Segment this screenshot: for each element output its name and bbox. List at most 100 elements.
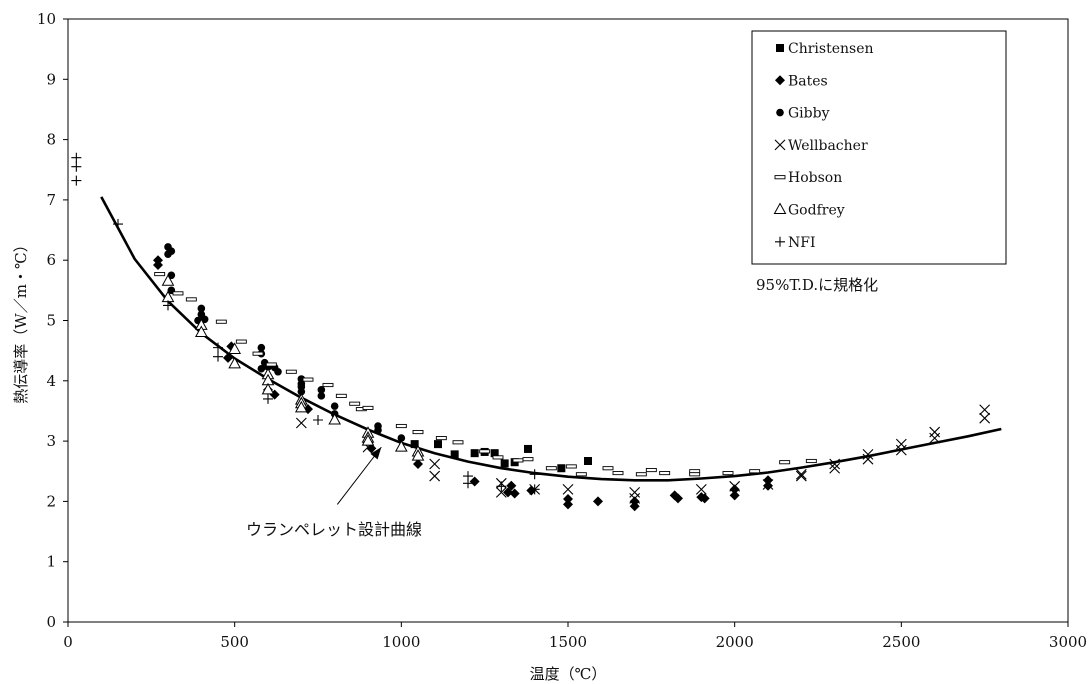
data-point-nfi: [213, 342, 223, 353]
data-point-hobson: [185, 297, 197, 302]
data-point-nfi: [313, 414, 323, 425]
data-point-bates: [563, 499, 573, 510]
y-tick-label: 7: [46, 191, 56, 209]
annotation-arrow-head: [370, 447, 382, 460]
data-point-hobson: [452, 440, 464, 445]
data-point-wellbacher: [929, 426, 941, 438]
data-point-gibby: [197, 304, 206, 313]
note-text: 95%T.D.に規格化: [756, 276, 878, 294]
x-tick-label: 0: [63, 633, 73, 651]
data-point-godfrey: [228, 356, 242, 369]
data-point-wellbacher: [495, 486, 507, 498]
data-point-christensen: [470, 449, 479, 458]
legend-label-godfrey: Godfrey: [788, 203, 845, 219]
data-point-godfrey: [261, 382, 275, 395]
data-point-wellbacher: [295, 417, 307, 429]
data-point-hobson: [435, 436, 447, 441]
data-point-hobson: [322, 382, 334, 388]
y-tick-label: 9: [46, 70, 56, 88]
data-point-bates: [699, 493, 710, 504]
data-point-hobson: [349, 401, 361, 406]
data-point-gibby: [297, 387, 306, 396]
data-point-hobson: [512, 458, 524, 463]
data-point-bates: [563, 493, 573, 504]
data-point-wellbacher: [979, 404, 991, 416]
data-point-hobson: [335, 393, 347, 398]
y-tick-label: 5: [46, 312, 56, 330]
data-point-hobson: [602, 466, 614, 471]
data-point-hobson: [215, 319, 227, 324]
y-tick-label: 10: [37, 10, 56, 28]
data-point-hobson: [235, 339, 247, 344]
data-point-nfi: [496, 481, 507, 492]
legend-marker-christensen: [776, 44, 784, 52]
data-point-wellbacher: [829, 462, 841, 474]
legend-label-bates: Bates: [788, 73, 828, 89]
data-point-christensen: [557, 464, 566, 473]
data-point-hobson: [172, 291, 184, 296]
data-point-hobson: [575, 472, 587, 477]
data-point-hobson: [779, 460, 791, 465]
data-point-godfrey: [411, 449, 425, 461]
points-layer: [71, 152, 991, 512]
y-tick-label: 8: [46, 131, 56, 149]
data-point-godfrey: [394, 440, 408, 452]
data-point-bates: [763, 475, 773, 486]
y-tick-label: 2: [46, 492, 56, 510]
data-point-hobson: [645, 467, 657, 473]
data-point-wellbacher: [862, 448, 874, 460]
data-point-hobson: [565, 464, 577, 469]
y-axis-title: 熱伝導率（W／m・℃）: [12, 237, 30, 403]
data-point-nfi: [463, 478, 473, 489]
data-point-nfi: [163, 300, 173, 311]
x-tick-label: 2500: [882, 633, 920, 651]
data-point-nfi: [113, 219, 123, 230]
data-point-hobson: [659, 471, 671, 476]
data-point-christensen: [584, 456, 592, 465]
legend-marker-wellbacher: [774, 139, 786, 151]
data-point-godfrey: [294, 400, 308, 413]
data-point-bates: [506, 480, 517, 491]
data-point-nfi: [71, 161, 82, 172]
data-point-christensen: [524, 444, 532, 453]
data-point-hobson: [302, 377, 314, 382]
x-tick-label: 500: [220, 633, 249, 651]
data-point-wellbacher: [979, 412, 991, 424]
data-point-christensen: [490, 449, 499, 458]
data-point-wellbacher: [629, 486, 641, 498]
data-point-hobson: [154, 272, 166, 277]
data-point-hobson: [722, 471, 734, 476]
data-point-hobson: [395, 423, 407, 429]
annotation-text: ウランペレット設計曲線: [246, 520, 422, 539]
legend-marker-hobson: [774, 175, 786, 180]
legend-label-hobson: Hobson: [788, 170, 842, 186]
data-point-bates: [223, 352, 233, 363]
data-point-wellbacher: [429, 470, 441, 482]
data-point-godfrey: [328, 412, 342, 425]
data-point-nfi: [71, 175, 82, 186]
data-point-wellbacher: [729, 480, 741, 492]
data-point-wellbacher: [862, 453, 874, 465]
data-point-bates: [509, 488, 520, 499]
data-point-bates: [629, 501, 640, 512]
data-point-bates: [763, 480, 773, 491]
data-point-gibby: [317, 386, 326, 394]
design-curve-line: [100, 196, 1002, 482]
data-point-gibby: [257, 364, 266, 373]
data-point-hobson: [285, 369, 297, 374]
data-point-gibby: [374, 426, 382, 435]
data-point-godfrey: [228, 342, 242, 354]
data-point-gibby: [330, 402, 339, 410]
axes: 0 500 1000 1500 2000 2500 3000 0 1 2 3 4 5 6 7 8 9 10: [37, 10, 1087, 651]
data-point-nfi: [71, 152, 82, 163]
legend-marker-gibby: [776, 108, 784, 117]
data-point-nfi: [529, 484, 540, 495]
x-tick-label: 1500: [549, 633, 587, 651]
data-point-nfi: [213, 351, 223, 362]
data-point-gibby: [397, 434, 406, 442]
data-point-bates: [153, 260, 163, 271]
data-point-christensen: [410, 440, 419, 449]
data-point-hobson: [522, 457, 534, 462]
legend-marker-nfi: [775, 236, 785, 247]
